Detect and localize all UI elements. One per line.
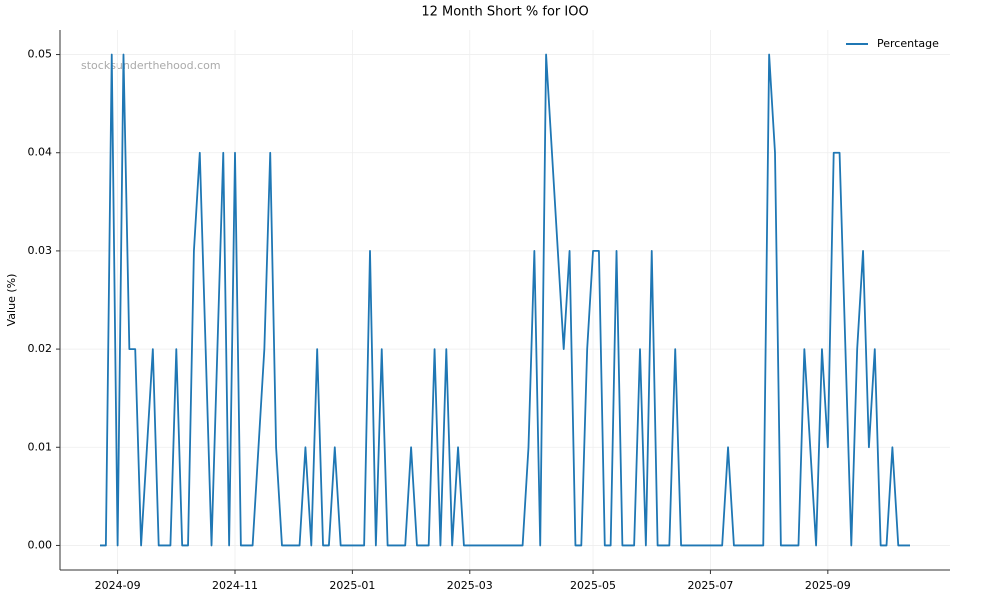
x-tick-label: 2024-11: [212, 579, 258, 592]
y-tick-label: 0.05: [28, 48, 53, 61]
x-tick-label: 2025-01: [329, 579, 375, 592]
chart-title: 12 Month Short % for IOO: [421, 5, 588, 20]
x-tick-label: 2024-09: [95, 579, 141, 592]
y-tick-label: 0.00: [28, 538, 53, 551]
y-tick-label: 0.02: [28, 342, 53, 355]
x-tick-label: 2025-09: [805, 579, 851, 592]
y-tick-label: 0.04: [28, 146, 53, 159]
x-tick-label: 2025-05: [570, 579, 616, 592]
x-tick-label: 2025-07: [687, 579, 733, 592]
watermark: stocksunderthehood.com: [81, 59, 221, 72]
y-tick-label: 0.03: [28, 244, 53, 257]
y-tick-label: 0.01: [28, 440, 53, 453]
data-line: [100, 53, 910, 547]
legend-label: Percentage: [877, 37, 939, 50]
y-axis-label: Value (%): [5, 274, 18, 327]
x-tick-label: 2025-03: [447, 579, 493, 592]
